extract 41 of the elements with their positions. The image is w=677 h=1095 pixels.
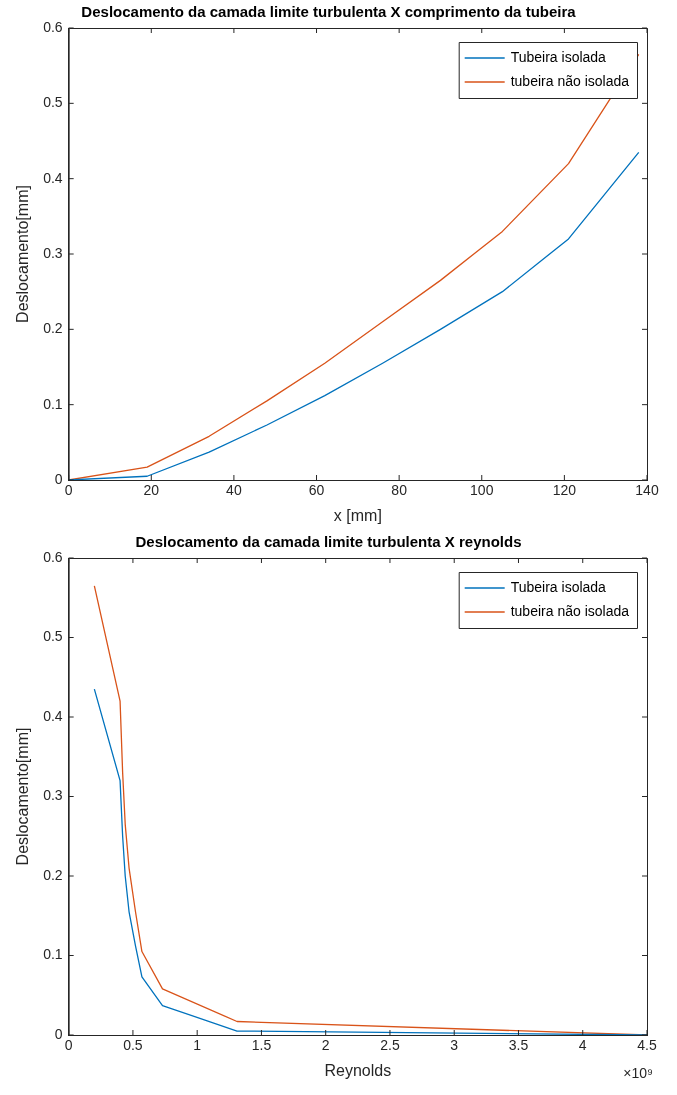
x-tick-label: 3.5 <box>508 1037 529 1054</box>
y-tick-label: 0.1 <box>43 395 63 412</box>
y-tick-label: 0.1 <box>43 946 63 963</box>
y-tick-label: 0.5 <box>43 628 63 645</box>
x-tick-label: 1.5 <box>251 1037 272 1054</box>
y-tick-label: 0.3 <box>43 787 63 804</box>
y-tick-label: 0 <box>54 470 63 487</box>
legend-label: tubeira não isolada <box>510 72 630 89</box>
x-tick-label: 1 <box>193 1037 202 1054</box>
y-axis-title: Deslocamento[mm] <box>14 727 32 866</box>
x-tick-label: 4.5 <box>637 1037 657 1054</box>
legend-label: Tubeira isolada <box>510 48 607 65</box>
x-tick-label: 40 <box>226 482 242 499</box>
x-tick-label: 4 <box>578 1037 587 1054</box>
y-tick-label: 0.2 <box>43 866 63 883</box>
y-tick-label: 0.3 <box>43 244 63 261</box>
x-tick-label: 20 <box>143 482 160 499</box>
chart-title: Deslocamento da camada limite turbulenta X comprimento da tubeira <box>81 3 577 21</box>
y-tick-label: 0.4 <box>43 169 63 186</box>
y-tick-label: 0.2 <box>43 320 63 337</box>
x-tick-label: 2.5 <box>380 1037 400 1054</box>
text: ×10⁹ <box>623 1064 653 1081</box>
x-tick-label: 60 <box>308 482 325 499</box>
y-axis-title: Deslocamento[mm] <box>14 185 32 323</box>
x-tick-label: 100 <box>470 482 494 499</box>
legend-label: Tubeira isolada <box>510 578 607 595</box>
x-axis-title: x [mm] <box>333 506 382 524</box>
x-tick-label: 3 <box>450 1037 459 1054</box>
x-tick-label: 140 <box>635 482 659 499</box>
y-tick-label: 0.5 <box>43 94 63 111</box>
x-axis-title: Reynolds <box>324 1061 392 1079</box>
x-tick-label: 120 <box>552 482 577 499</box>
x-tick-label: 2 <box>321 1037 330 1054</box>
legend-label: tubeira não isolada <box>510 602 630 619</box>
y-tick-label: 0.6 <box>43 548 63 565</box>
y-tick-label: 0.4 <box>43 707 63 724</box>
chart-title: Deslocamento da camada limite turbulenta X reynolds <box>135 533 522 551</box>
y-tick-label: 0.6 <box>43 18 63 35</box>
y-tick-label: 0 <box>54 1025 63 1042</box>
x-tick-label: 0.5 <box>123 1037 143 1054</box>
x-tick-label: 80 <box>391 482 408 499</box>
